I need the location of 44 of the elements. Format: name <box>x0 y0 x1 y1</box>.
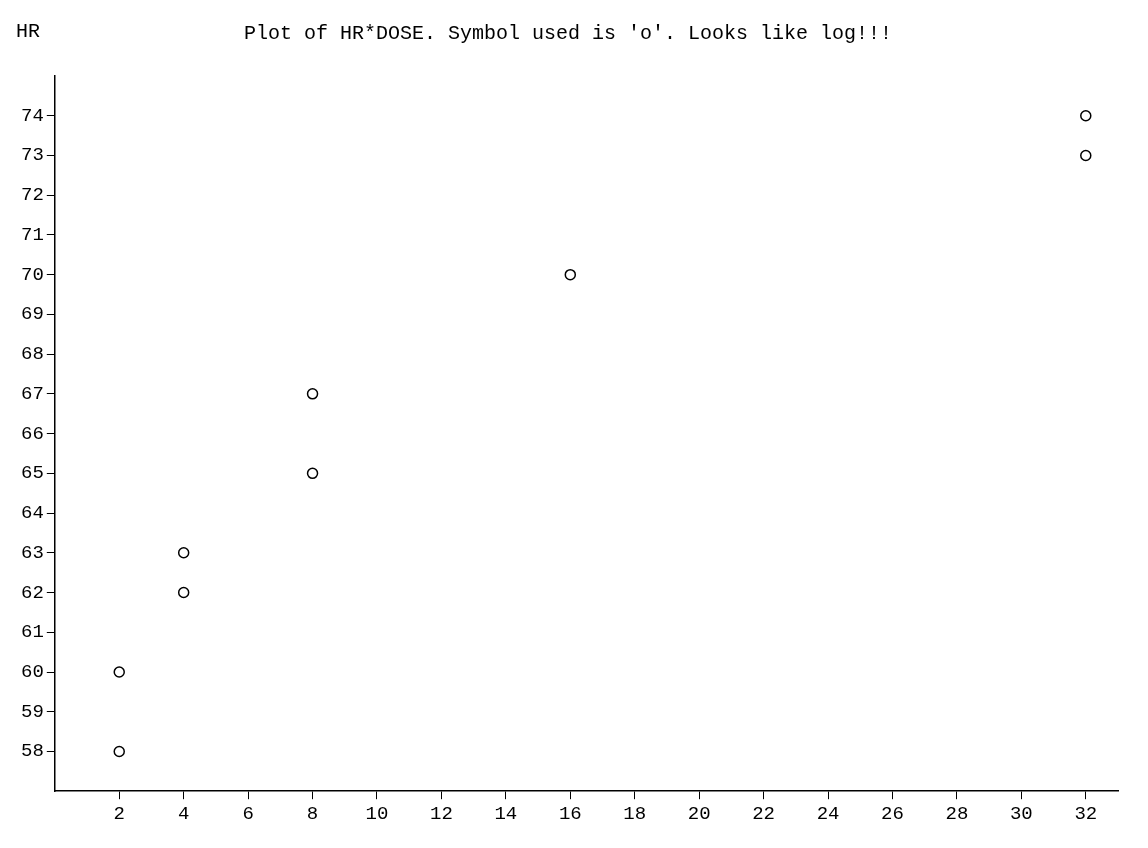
point <box>113 745 125 758</box>
x-tick-label: 30 <box>1009 802 1033 825</box>
y-tick-label: 59 <box>20 700 44 723</box>
y-tick-label: 66 <box>20 422 44 445</box>
x-tick-label: 20 <box>687 802 711 825</box>
y-tick-label: 64 <box>20 502 44 525</box>
point <box>564 268 577 281</box>
y-tick-label: 70 <box>20 263 44 286</box>
x-tick-label: 26 <box>881 802 904 825</box>
x-tick-label: 28 <box>945 802 969 825</box>
y-tick-label: 71 <box>20 223 44 246</box>
y-tick-label: 68 <box>20 343 44 366</box>
x-tick-label: 2 <box>113 802 125 825</box>
point <box>306 467 319 480</box>
y-tick-label: 61 <box>20 621 44 644</box>
point <box>177 586 190 599</box>
y-axis-title: HR <box>16 20 41 44</box>
y-tick-label: 65 <box>20 462 44 485</box>
y-tick-label: 67 <box>20 382 44 405</box>
x-tick-label: 6 <box>242 802 254 825</box>
chart-title: Plot of HR*DOSE. Symbol used is 'o'. Looks like log!!! <box>243 22 893 46</box>
x-tick-label: 22 <box>752 802 776 825</box>
point <box>113 666 125 678</box>
y-tick-label: 74 <box>20 104 44 127</box>
y-tick-label: 72 <box>20 184 44 207</box>
y-tick-label: 60 <box>20 661 44 684</box>
point <box>177 547 190 559</box>
y-tick-label: 73 <box>20 144 44 167</box>
x-tick-label: 4 <box>177 802 190 825</box>
x-tick-label: 24 <box>816 802 840 825</box>
point <box>306 388 319 400</box>
x-tick-label: 12 <box>430 802 453 825</box>
y-tick-label: 63 <box>20 541 44 564</box>
x-tick-label: 10 <box>365 802 389 825</box>
y-tick-label: 58 <box>20 740 44 763</box>
x-tick-label: 14 <box>494 802 518 825</box>
x-tick-label: 18 <box>623 802 647 825</box>
x-tick-label: 8 <box>306 802 319 825</box>
y-tick-label: 62 <box>20 581 44 604</box>
y-tick-label: 69 <box>20 303 44 326</box>
point <box>1080 149 1092 162</box>
x-tick-label: 16 <box>558 802 582 825</box>
x-tick-label: 32 <box>1074 802 1098 825</box>
point <box>1080 109 1092 122</box>
